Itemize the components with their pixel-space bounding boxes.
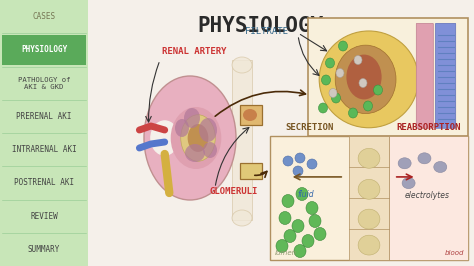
Ellipse shape [434,161,447,172]
Text: RENAL ARTERY: RENAL ARTERY [162,48,227,56]
Ellipse shape [418,153,431,164]
Circle shape [307,159,317,169]
Ellipse shape [358,235,380,255]
Ellipse shape [294,244,306,257]
Ellipse shape [359,78,367,88]
Ellipse shape [402,178,415,189]
Circle shape [293,166,303,176]
Ellipse shape [306,202,318,214]
Ellipse shape [151,121,179,155]
Text: lumen: lumen [275,250,297,256]
Text: PHYSIOLOGY: PHYSIOLOGY [21,45,67,54]
Ellipse shape [232,210,252,226]
Bar [308,18,468,136]
Ellipse shape [199,118,217,142]
Circle shape [295,153,305,163]
Text: INTRARENAL AKI: INTRARENAL AKI [12,145,76,154]
Ellipse shape [284,230,296,243]
FancyBboxPatch shape [416,23,433,128]
Ellipse shape [282,194,294,207]
Text: fluid: fluid [297,190,314,199]
Bar [232,60,252,220]
Ellipse shape [276,239,288,252]
Ellipse shape [321,75,330,85]
Ellipse shape [348,108,357,118]
Ellipse shape [319,31,419,128]
Text: PHYSIOLOGY: PHYSIOLOGY [198,16,324,36]
Ellipse shape [309,214,321,227]
Text: electrolytes: electrolytes [404,191,449,200]
Ellipse shape [335,45,396,114]
Bar [2,35,86,64]
Ellipse shape [243,109,257,121]
Bar [240,163,262,179]
Ellipse shape [398,158,411,169]
Ellipse shape [185,144,205,162]
Text: SUMMARY: SUMMARY [28,245,60,254]
Ellipse shape [358,209,380,229]
Ellipse shape [175,119,189,137]
Text: PATHOLOGY of
AKI & GKD: PATHOLOGY of AKI & GKD [18,77,70,90]
Bar [0,0,88,266]
Ellipse shape [279,211,291,225]
Text: POSTRENAL AKI: POSTRENAL AKI [14,178,74,187]
Text: CASES: CASES [32,12,55,21]
Text: REVIEW: REVIEW [30,212,58,221]
Ellipse shape [292,219,304,232]
Text: PRERENAL AKI: PRERENAL AKI [16,112,72,121]
Ellipse shape [326,58,335,68]
Bar [270,136,468,260]
Text: FILTRATE: FILTRATE [245,27,288,36]
Ellipse shape [188,124,209,152]
Ellipse shape [336,69,344,77]
Ellipse shape [331,93,340,103]
Ellipse shape [144,76,236,200]
Ellipse shape [358,179,380,199]
Text: REABSORPTION: REABSORPTION [396,123,461,132]
Ellipse shape [302,235,314,247]
Ellipse shape [296,188,308,201]
Ellipse shape [232,57,252,73]
Ellipse shape [374,85,383,95]
Ellipse shape [184,108,200,128]
Ellipse shape [181,115,215,161]
Bar [240,105,262,125]
Ellipse shape [329,89,337,98]
Ellipse shape [346,55,382,99]
Ellipse shape [338,41,347,51]
Ellipse shape [314,227,326,240]
Ellipse shape [364,101,373,111]
Ellipse shape [203,142,217,158]
Bar [349,136,389,260]
Text: blood: blood [445,250,464,256]
Bar [389,136,468,260]
Text: SECRETION: SECRETION [285,123,334,132]
Ellipse shape [319,103,328,113]
Text: GLOMERULI: GLOMERULI [210,188,258,197]
FancyBboxPatch shape [436,23,456,128]
Ellipse shape [171,107,221,169]
Ellipse shape [358,148,380,168]
Ellipse shape [354,56,362,64]
Circle shape [283,156,293,166]
